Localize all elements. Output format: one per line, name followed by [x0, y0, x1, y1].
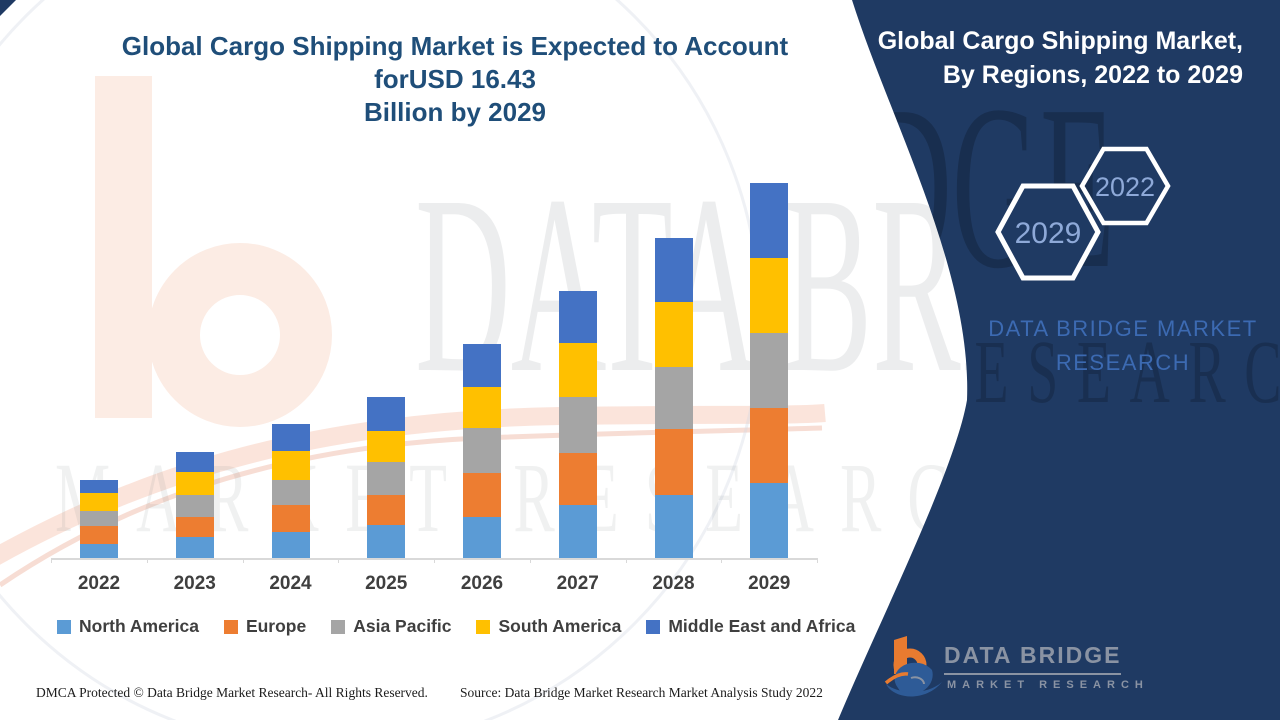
legend-swatch — [331, 619, 346, 634]
chart-title-line2: Billion by 2029 — [363, 97, 547, 127]
hexagon-2029-label: 2029 — [1015, 217, 1082, 250]
bar-segment — [367, 525, 406, 558]
x-axis-label: 2022 — [77, 573, 121, 594]
year-hexagons: 2022 2029 — [990, 142, 1190, 292]
hexagon-2022 — [1082, 149, 1168, 223]
bar-segment — [654, 302, 693, 367]
logo-subtitle: MARKET RESEARCH — [947, 679, 1149, 691]
dmca-copyright-text: DMCA Protected © Data Bridge Market Rese… — [36, 685, 428, 700]
legend-item: Asia Pacific — [331, 616, 451, 637]
bar-segment — [654, 367, 693, 429]
hexagon-2029 — [998, 186, 1098, 278]
axis-tick — [434, 558, 435, 563]
bar-segment — [654, 429, 693, 495]
panel-title-line2: By Regions, 2022 to 2029 — [942, 61, 1243, 89]
bar-segment — [558, 343, 597, 397]
legend: North America Europe Asia Pacific South Ame… — [57, 616, 855, 637]
bar-segment — [558, 505, 597, 558]
legend-item: South America — [476, 616, 621, 637]
bar-segment — [750, 483, 789, 558]
bar-segment — [654, 238, 693, 302]
legend-label: Europe — [245, 616, 307, 636]
bar-segment — [750, 183, 789, 258]
panel-title-line1: Global Cargo Shipping Market, — [877, 27, 1243, 55]
bar-segment — [271, 505, 310, 532]
bar-segment — [80, 493, 118, 511]
bar-segment — [367, 495, 406, 525]
hexagon-2022-label: 2022 — [1095, 172, 1155, 202]
axis-tick — [625, 558, 627, 563]
bar-segment — [367, 431, 406, 462]
bar-segment — [750, 258, 789, 333]
panel-title: Global Cargo Shipping Market, By Regions… — [878, 24, 1243, 92]
legend-item: Europe — [223, 616, 307, 637]
axis-tick — [721, 558, 723, 563]
bar-segment — [271, 451, 310, 480]
bar-segment — [271, 424, 310, 451]
bar-segment — [463, 473, 501, 517]
bar-segment — [654, 495, 693, 558]
axis-tick — [338, 558, 340, 563]
bar-segment — [750, 333, 789, 408]
bar-segment — [463, 344, 501, 387]
logo-wordmark: DATA BRIDGE — [944, 642, 1121, 675]
panel-brand-text: DATA BRIDGE MARKET RESEARCH — [983, 312, 1263, 380]
x-axis-label: 2024 — [269, 573, 312, 594]
x-axis-label: 2027 — [556, 573, 599, 594]
axis-tick — [51, 558, 52, 563]
bar-segment — [175, 452, 214, 472]
panel-brand-line1: DATA BRIDGE MARKET — [988, 316, 1258, 341]
chart-title: Global Cargo Shipping Market is Expected… — [90, 30, 820, 129]
bar-segment — [271, 480, 310, 505]
x-axis-label: 2023 — [173, 573, 216, 594]
bar-segment — [558, 291, 597, 343]
bar-segment — [463, 387, 501, 428]
axis-tick — [817, 558, 818, 563]
legend-swatch — [646, 619, 661, 634]
bar-segment — [175, 517, 214, 537]
bar-segment — [175, 495, 214, 517]
bar-segment — [367, 397, 406, 431]
legend-item: North America — [57, 616, 199, 637]
bar-segment — [463, 517, 501, 558]
x-axis-label: 2028 — [652, 573, 695, 594]
source-text: Source: Data Bridge Market Research Mark… — [460, 685, 823, 700]
legend-item: Middle East and Africa — [646, 616, 855, 637]
bar-segment — [80, 526, 118, 544]
legend-swatch — [476, 619, 491, 634]
axis-tick — [146, 558, 148, 563]
x-axis-label: 2026 — [460, 573, 504, 594]
x-axis-label: 2029 — [748, 573, 791, 594]
legend-label: Middle East and Africa — [668, 616, 856, 636]
bar-segment — [558, 397, 597, 453]
legend-label: North America — [79, 616, 199, 636]
bar-segment — [558, 453, 597, 505]
bar-segment — [80, 480, 118, 493]
legend-swatch — [223, 619, 238, 634]
legend-swatch — [57, 619, 71, 634]
bar-segment — [367, 462, 406, 495]
legend-label: Asia Pacific — [353, 616, 452, 636]
bar-segment — [80, 544, 118, 558]
dbmr-logo-icon — [884, 634, 944, 700]
bar-segment — [80, 511, 118, 526]
bar-segment — [271, 532, 310, 558]
axis-tick — [529, 558, 531, 563]
panel-brand-line2: RESEARCH — [1055, 350, 1191, 375]
chart-title-line1: Global Cargo Shipping Market is Expected… — [121, 31, 789, 94]
bar-segment — [750, 408, 789, 483]
bar-segment — [175, 472, 214, 495]
bar-segment — [463, 428, 501, 473]
legend-label: South America — [498, 616, 622, 636]
x-axis-label: 2025 — [365, 573, 408, 594]
bar-segment — [175, 537, 214, 558]
axis-tick — [242, 558, 244, 563]
